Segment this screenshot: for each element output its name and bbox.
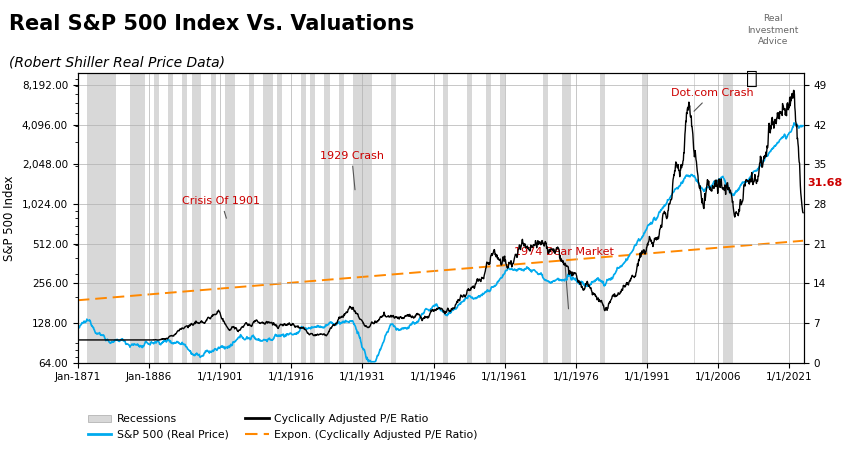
Text: 1929 Crash: 1929 Crash — [320, 151, 384, 190]
Bar — [168, 73, 173, 363]
Bar — [263, 73, 273, 363]
Bar — [130, 73, 144, 363]
Bar — [543, 73, 548, 363]
Text: 1974 Bear Market: 1974 Bear Market — [514, 247, 614, 309]
Bar — [642, 73, 647, 363]
Y-axis label: S&P 500 Index: S&P 500 Index — [3, 175, 16, 261]
Bar — [562, 73, 571, 363]
Bar — [87, 73, 116, 363]
Bar — [154, 73, 159, 363]
Bar — [486, 73, 491, 363]
Bar — [600, 73, 605, 363]
Legend: Recessions, S&P 500 (Real Price), Cyclically Adjusted P/E Ratio, Expon. (Cyclica: Recessions, S&P 500 (Real Price), Cyclic… — [83, 410, 482, 444]
Bar — [249, 73, 254, 363]
Bar — [391, 73, 396, 363]
Bar — [192, 73, 201, 363]
Text: Real S&P 500 Index Vs. Valuations: Real S&P 500 Index Vs. Valuations — [9, 14, 414, 34]
Bar — [500, 73, 505, 363]
Text: 31.68: 31.68 — [808, 178, 843, 188]
Text: 🦅: 🦅 — [746, 68, 758, 88]
Bar — [443, 73, 448, 363]
Bar — [353, 73, 372, 363]
Bar — [301, 73, 306, 363]
Bar — [324, 73, 329, 363]
Bar — [211, 73, 216, 363]
Text: Crisis Of 1901: Crisis Of 1901 — [182, 196, 260, 218]
Bar — [225, 73, 235, 363]
Bar — [182, 73, 187, 363]
Text: Dot.com Crash: Dot.com Crash — [670, 88, 753, 111]
Bar — [339, 73, 344, 363]
Bar — [723, 73, 733, 363]
Text: Real
Investment
Advice: Real Investment Advice — [747, 14, 799, 46]
Text: (Robert Shiller Real Price Data): (Robert Shiller Real Price Data) — [9, 55, 225, 69]
Bar — [310, 73, 315, 363]
Bar — [467, 73, 472, 363]
Bar — [277, 73, 283, 363]
